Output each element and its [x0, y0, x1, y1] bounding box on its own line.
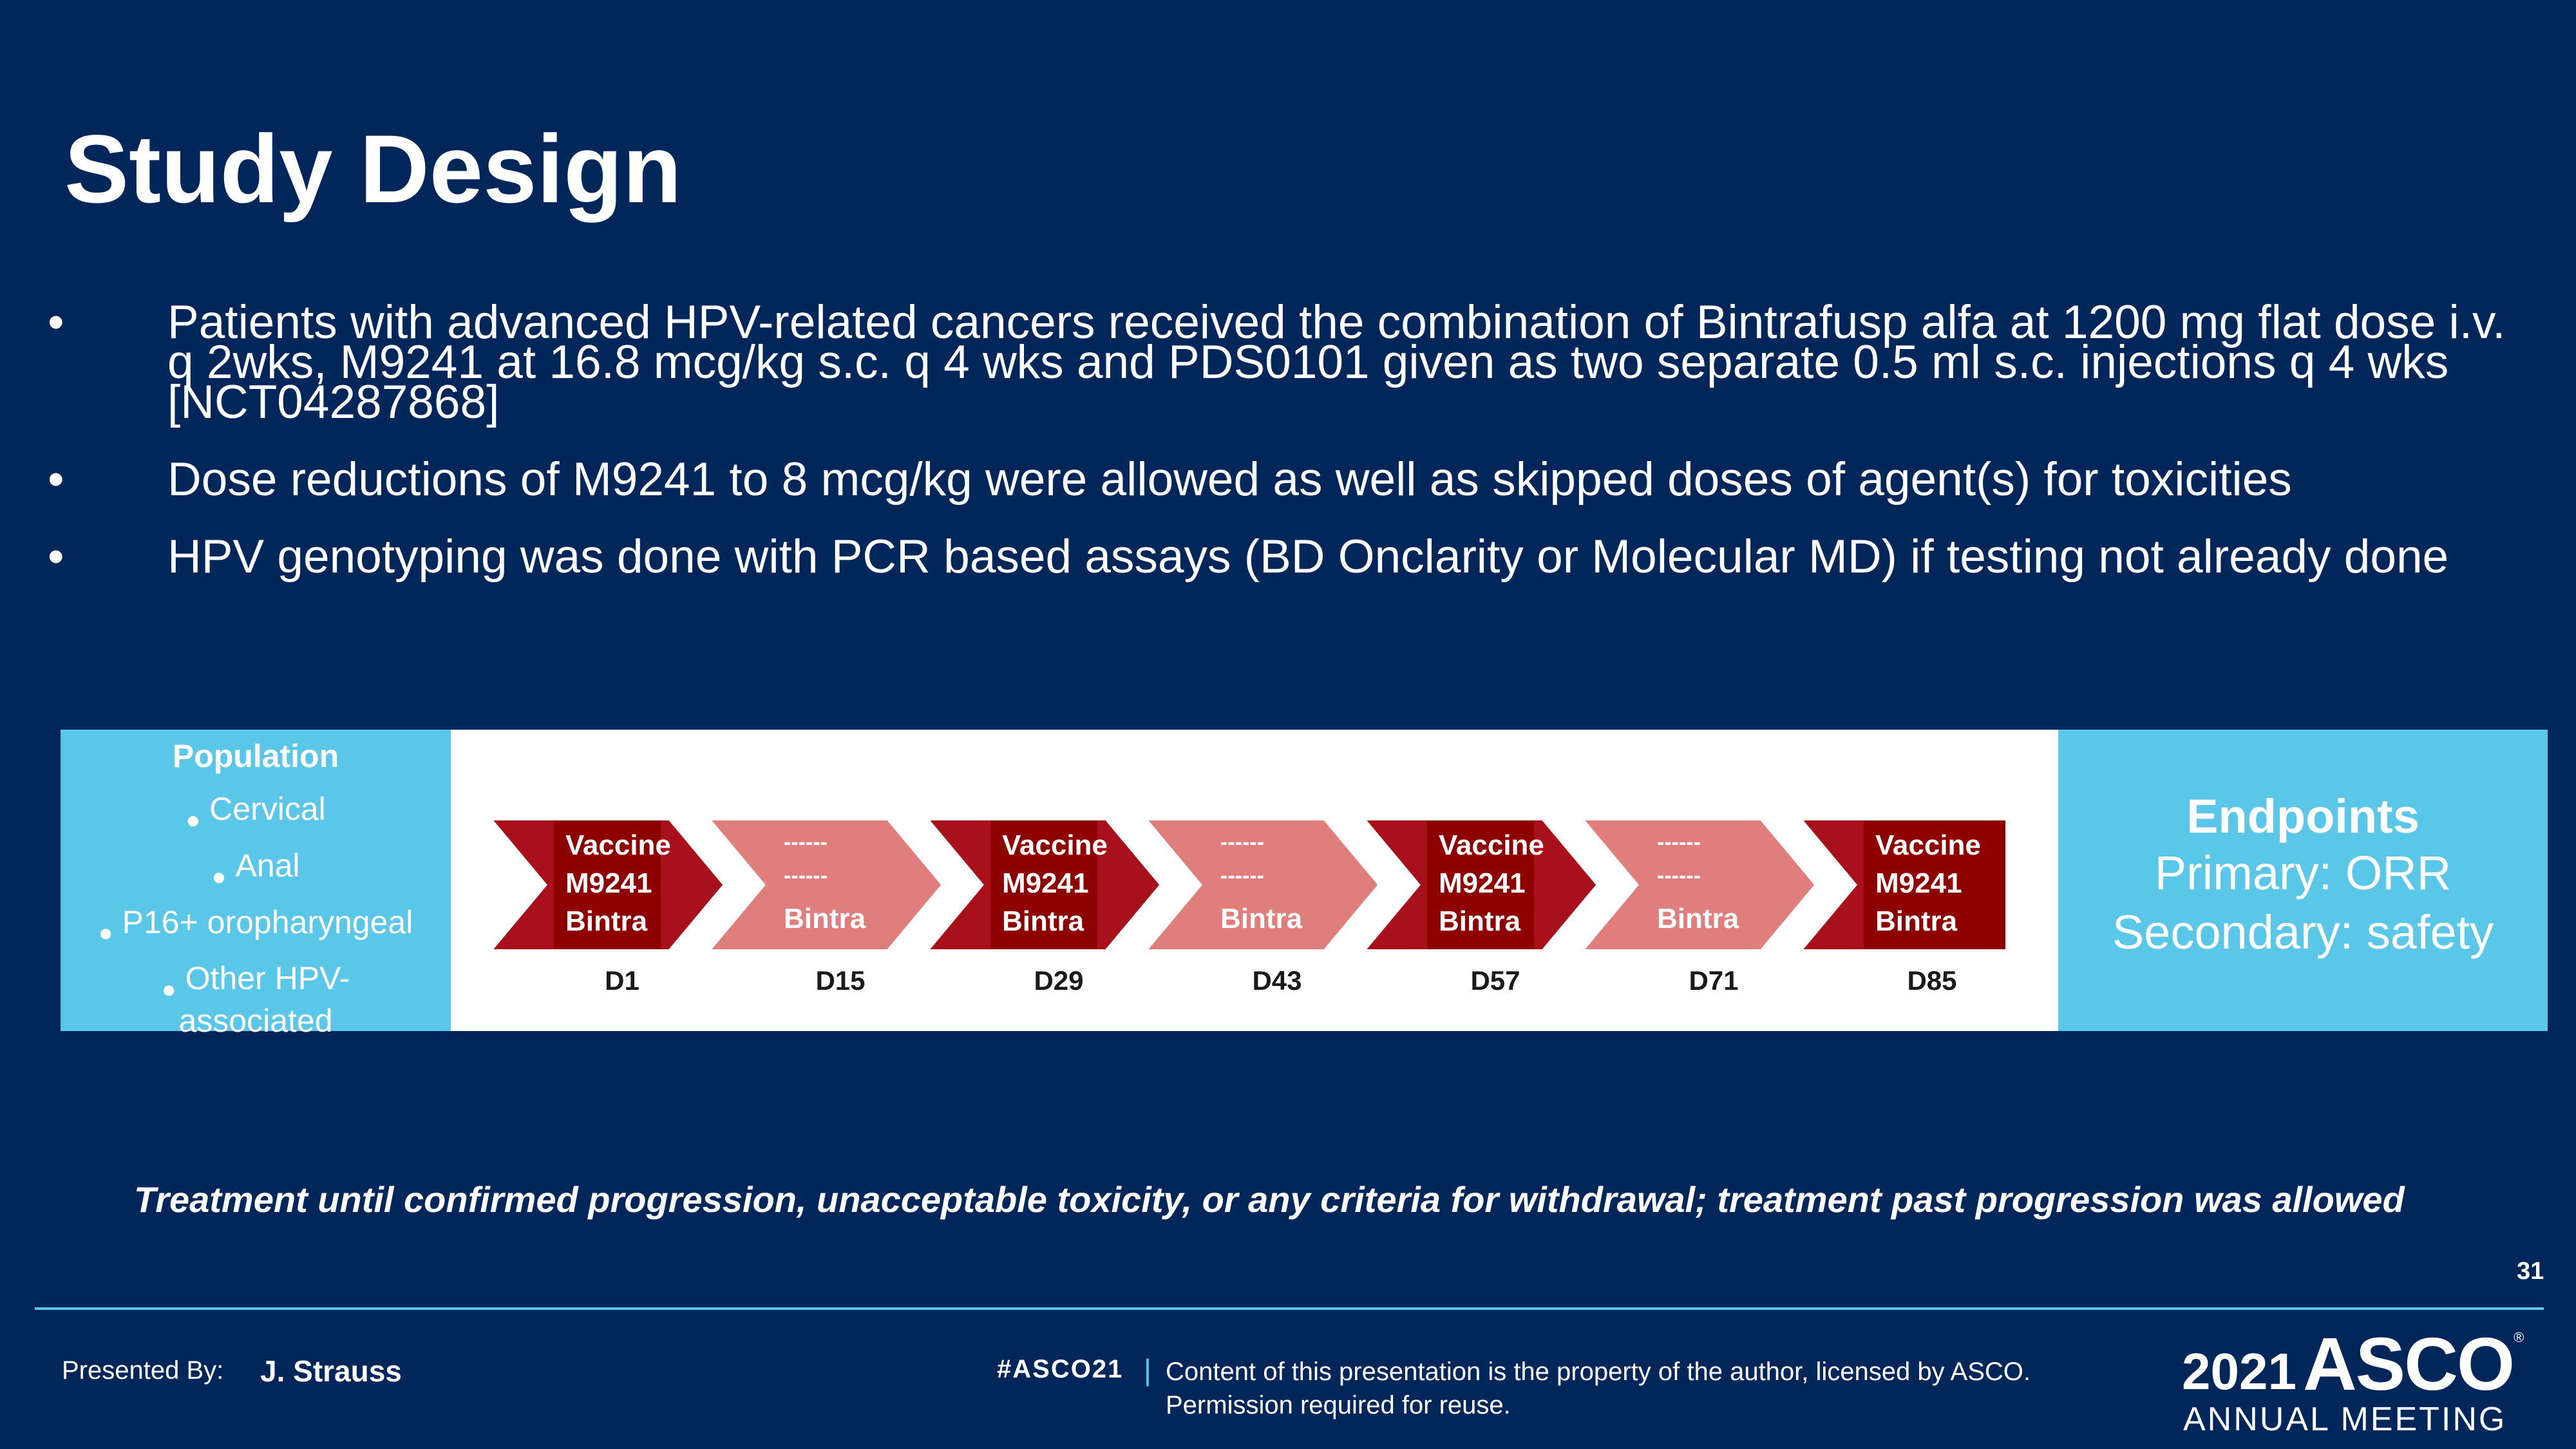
logo-subtitle: ANNUAL MEETING: [2183, 1401, 2507, 1438]
bullet-text: HPV genotyping was done with PCR based a…: [167, 531, 2449, 583]
population-item-label: P16+ oropharyngeal: [122, 904, 413, 940]
bullet-dot: •: [48, 453, 64, 506]
timeline-agent-label: Bintra: [1657, 903, 1739, 934]
timeline-agent-label: M9241: [1875, 867, 1962, 899]
timeline-step: ------ ------ Bintra D43: [1140, 817, 1383, 996]
logo-top-row: 2021ASCO®: [2182, 1327, 2524, 1401]
bullet-item: • HPV genotyping was done with PCR based…: [39, 531, 2537, 583]
presenter-name: J. Strauss: [260, 1354, 402, 1388]
population-item-label: Other HPV-associated: [178, 960, 350, 1039]
timeline-step: ------ ------ Bintra D71: [1577, 817, 1819, 996]
timeline-agent-label: ------: [784, 864, 828, 888]
timeline-agent-label: Vaccine: [1875, 829, 1981, 861]
bullet-item: • Patients with advanced HPV-related can…: [39, 296, 2537, 428]
population-bullet: ●: [161, 976, 176, 1004]
timeline-agent-label: ------: [1220, 864, 1264, 888]
asco-logo: 2021ASCO® ANNUAL MEETING: [2182, 1327, 2524, 1438]
population-item: ● Cervical: [61, 789, 451, 834]
footer-divider: [35, 1307, 2544, 1310]
timeline-agent-box: [990, 820, 1097, 949]
presented-by-label: Presented By:: [62, 1356, 224, 1385]
bullet-dot: •: [48, 296, 64, 348]
timeline-day-label: D57: [1470, 965, 1520, 996]
timeline-agent-label: Vaccine: [1439, 829, 1544, 861]
population-bullet: ●: [211, 863, 227, 891]
timeline-day-label: D1: [605, 965, 639, 996]
treatment-timeline-panel: Vaccine M9241 Bintra D1 ------ ------ Bintra D1…: [451, 730, 2058, 1031]
timeline-day-label: D15: [815, 965, 865, 996]
timeline-day-label: D71: [1689, 965, 1738, 996]
timeline-agent-label: Vaccine: [565, 829, 671, 861]
treatment-note: Treatment until confirmed progression, u…: [134, 1179, 2405, 1220]
timeline-agent-box: [554, 820, 661, 949]
population-item: ● Other HPV-associated: [61, 958, 451, 1041]
timeline-step: ------ ------ Bintra D15: [703, 817, 946, 996]
slide-title: Study Design: [64, 115, 682, 223]
timeline-agent-label: Bintra: [1002, 905, 1084, 937]
timeline-agent-label: Vaccine: [1002, 829, 1108, 861]
bullet-item: • Dose reductions of M9241 to 8 mcg/kg w…: [39, 453, 2537, 506]
endpoint-secondary: Secondary: safety: [2112, 905, 2494, 959]
timeline-agent-label: ------: [1657, 864, 1701, 888]
bullet-dot: •: [48, 531, 64, 583]
logo-year: 2021: [2182, 1343, 2297, 1400]
timeline-agent-label: ------: [1220, 830, 1264, 855]
population-bullet: ●: [98, 920, 113, 947]
timeline-agent-label: ------: [784, 830, 828, 855]
timeline-step: Vaccine M9241 Bintra D1: [485, 817, 728, 996]
population-title: Population: [172, 738, 339, 774]
copyright-line-1: Content of this presentation is the prop…: [1166, 1358, 2031, 1386]
population-item-label: Cervical: [209, 791, 326, 827]
timeline-agent-label: ------: [1657, 830, 1701, 855]
logo-registered-mark: ®: [2514, 1329, 2524, 1345]
bullet-list: • Patients with advanced HPV-related can…: [39, 296, 2537, 614]
copyright-notice: Content of this presentation is the prop…: [1166, 1355, 2031, 1422]
timeline-agent-label: Bintra: [784, 903, 866, 934]
page-number: 31: [2517, 1258, 2544, 1285]
timeline-agent-label: Bintra: [565, 905, 648, 937]
timeline-chevron: [1140, 817, 1383, 953]
endpoint-primary: Primary: ORR: [2154, 846, 2452, 900]
population-item: ● Anal: [61, 846, 451, 891]
hashtag: #ASCO21: [997, 1355, 1124, 1383]
population-item-label: Anal: [235, 847, 300, 884]
logo-name: ASCO: [2302, 1322, 2515, 1406]
bullet-text: Dose reductions of M9241 to 8 mcg/kg wer…: [167, 453, 2292, 506]
bullet-text: Patients with advanced HPV-related cance…: [167, 296, 2506, 428]
timeline-step: Vaccine M9241 Bintra D29: [922, 817, 1164, 996]
copyright-line-2: Permission required for reuse.: [1166, 1391, 1511, 1419]
timeline-step: Vaccine M9241 Bintra D57: [1358, 817, 1601, 996]
timeline-chevron: [1577, 817, 1819, 953]
timeline-step: Vaccine M9241 Bintra D85: [1795, 817, 2007, 996]
timeline-agent-box: [1864, 820, 2005, 949]
timeline-agent-label: M9241: [1439, 867, 1526, 899]
timeline-agent-label: Bintra: [1875, 905, 1958, 937]
timeline-agent-label: Bintra: [1220, 903, 1303, 934]
endpoints-title: Endpoints: [2186, 790, 2420, 843]
timeline-agent-label: M9241: [1002, 867, 1089, 899]
timeline-agent-label: Bintra: [1439, 905, 1521, 937]
population-item: ● P16+ oropharyngeal: [61, 902, 451, 947]
treatment-timeline: Vaccine M9241 Bintra D1 ------ ------ Bintra D1…: [485, 817, 2007, 996]
timeline-day-label: D43: [1252, 965, 1302, 996]
timeline-day-label: D29: [1034, 965, 1083, 996]
timeline-day-label: D85: [1907, 965, 1956, 996]
timeline-agent-box: [1427, 820, 1534, 949]
timeline-agent-label: M9241: [565, 867, 652, 899]
endpoints-box: Endpoints Primary: ORR Secondary: safety: [2058, 730, 2548, 1031]
population-box: Population ● Cervical ● Anal ● P16+ orophar…: [61, 730, 451, 1039]
population-bullet: ●: [185, 806, 201, 834]
timeline-chevron: [703, 817, 946, 953]
footer-separator: |: [1144, 1353, 1151, 1387]
